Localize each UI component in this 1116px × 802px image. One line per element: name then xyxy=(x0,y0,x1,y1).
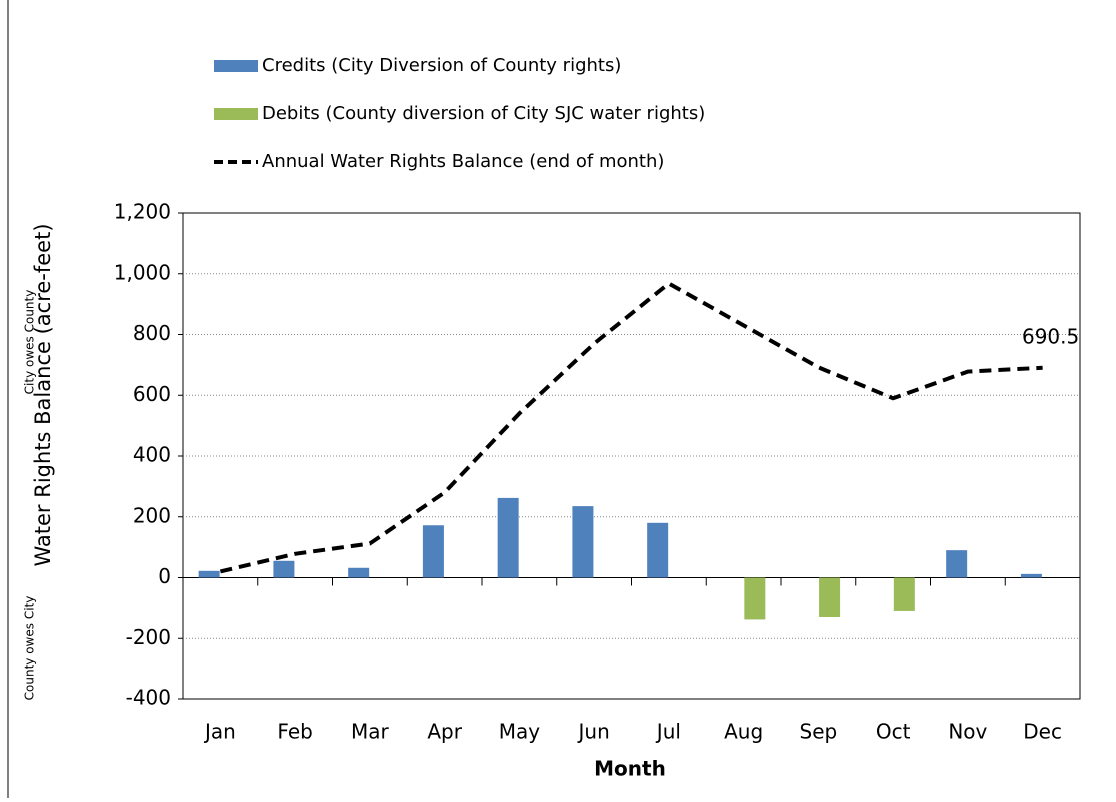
y-tick-label: 600 xyxy=(133,382,171,406)
x-tick-label: May xyxy=(499,720,541,744)
bar xyxy=(893,577,915,611)
bar xyxy=(497,497,519,578)
x-tick-label: Mar xyxy=(351,720,390,744)
x-tick-label: Sep xyxy=(800,720,838,744)
y-tick-label: -200 xyxy=(126,625,171,649)
y-axis-label: Water Rights Balance (acre-feet) xyxy=(31,223,55,566)
legend-label: Annual Water Rights Balance (end of mont… xyxy=(262,151,664,172)
legend-label: Debits (County diversion of City SJC wat… xyxy=(262,103,705,124)
x-tick-label: Oct xyxy=(876,720,911,744)
annotation: City owes County xyxy=(23,290,37,395)
y-tick-label: -400 xyxy=(126,686,171,710)
x-tick-label: Aug xyxy=(724,720,763,744)
bar xyxy=(1020,573,1042,578)
y-tick-label: 0 xyxy=(158,564,171,588)
legend-swatch xyxy=(214,60,258,72)
legend-label: Credits (City Diversion of County rights… xyxy=(262,55,621,76)
y-tick-label: 1,200 xyxy=(114,200,171,224)
x-axis-label: Month xyxy=(594,757,666,781)
x-tick-label: Dec xyxy=(1023,720,1062,744)
bar xyxy=(946,550,968,578)
y-tick-label: 800 xyxy=(133,321,171,345)
y-tick-label: 1,000 xyxy=(114,260,171,284)
bar xyxy=(819,577,841,617)
x-tick-label: Nov xyxy=(948,720,987,744)
y-tick-label: 400 xyxy=(133,443,171,467)
legend-swatch xyxy=(214,108,258,120)
x-tick-label: Feb xyxy=(277,720,312,744)
bar xyxy=(572,506,594,578)
bar xyxy=(348,567,370,578)
bar xyxy=(647,522,669,578)
bar xyxy=(422,525,444,578)
x-tick-label: Jul xyxy=(655,720,681,744)
bar xyxy=(744,577,766,620)
x-tick-label: Jun xyxy=(577,720,610,744)
bar xyxy=(198,570,220,578)
balance-line xyxy=(219,281,1043,574)
bar xyxy=(273,560,295,578)
data-label: 690.5 xyxy=(1022,324,1079,348)
y-tick-label: 200 xyxy=(133,503,171,527)
x-tick-label: Jan xyxy=(203,720,236,744)
annotation: County owes City xyxy=(23,596,37,701)
x-tick-label: Apr xyxy=(427,720,462,744)
